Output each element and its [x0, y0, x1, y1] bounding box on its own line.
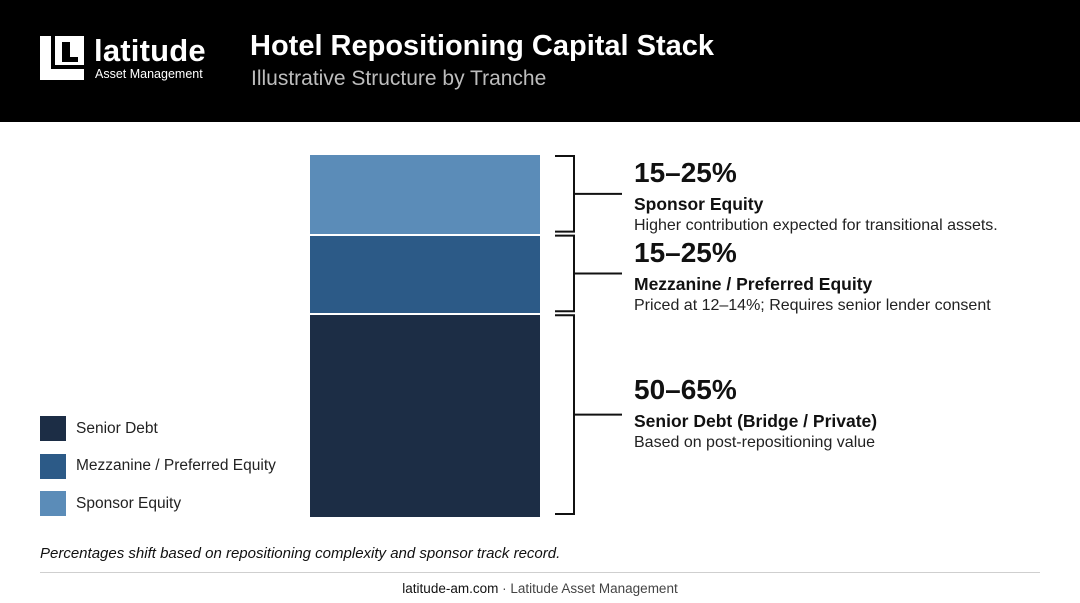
legend-item: Sponsor Equity [40, 491, 276, 516]
tranche-range: 15–25% [634, 157, 737, 188]
legend-swatch [40, 453, 66, 479]
stack-segment-senior-debt [310, 315, 540, 517]
legend-label: Senior Debt [76, 419, 158, 437]
page-title: Hotel Repositioning Capital Stack [250, 30, 715, 62]
footer-company: Latitude Asset Management [510, 581, 678, 596]
legend-swatch [40, 491, 66, 516]
bracket-sponsor-equity [555, 155, 622, 233]
legend-label: Sponsor Equity [76, 494, 182, 512]
header-bar: latitude Asset Management Hotel Repositi… [0, 0, 1080, 122]
legend-label: Mezzanine / Preferred Equity [76, 457, 276, 474]
tranche-note: Higher contribution expected for transit… [634, 217, 998, 234]
brand-subtitle: Asset Management [95, 67, 203, 81]
tranche-name: Mezzanine / Preferred Equity [634, 273, 873, 294]
latitude-logo-icon [40, 36, 84, 80]
tranche-name: Sponsor Equity [634, 194, 764, 214]
capital-stack-bar [310, 155, 540, 517]
brand-name: latitude [94, 33, 206, 68]
bracket-senior-debt [555, 314, 622, 515]
legend-item: Senior Debt [40, 416, 276, 441]
legend-swatch [40, 416, 66, 441]
page-subtitle: Illustrative Structure by Tranche [251, 67, 547, 90]
footer-url[interactable]: latitude-am.com [402, 581, 499, 596]
stack-segment-mezzanine [310, 235, 540, 314]
annotation-sponsor-equity: 15–25% Sponsor Equity Higher contribution … [634, 157, 998, 237]
bracket-mezzanine [555, 234, 622, 313]
stack-segment-sponsor-equity [310, 155, 540, 234]
annotation-mezzanine: 15–25% Mezzanine / Preferred Equity Priced… [634, 237, 991, 317]
tranche-range: 50–65% [634, 374, 737, 406]
footer-separator: · [498, 581, 511, 596]
tranche-range: 15–25% [634, 236, 737, 268]
bracket-connectors [555, 155, 622, 515]
tranche-name: Senior Debt (Bridge / Private) [634, 411, 878, 432]
footnote: Percentages shift based on repositioning… [40, 545, 561, 562]
tranche-note: Priced at 12–14%; Requires senior lender… [634, 296, 991, 314]
footer: latitude-am.com · Latitude Asset Managem… [0, 581, 1080, 596]
tranche-note: Based on post-repositioning value [634, 434, 876, 452]
legend-item: Mezzanine / Preferred Equity [40, 453, 276, 479]
footer-divider [40, 572, 1040, 573]
annotation-senior-debt: 50–65% Senior Debt (Bridge / Private) Base… [634, 374, 877, 454]
chart-legend: Senior Debt Mezzanine / Preferred Equity S… [40, 416, 276, 529]
